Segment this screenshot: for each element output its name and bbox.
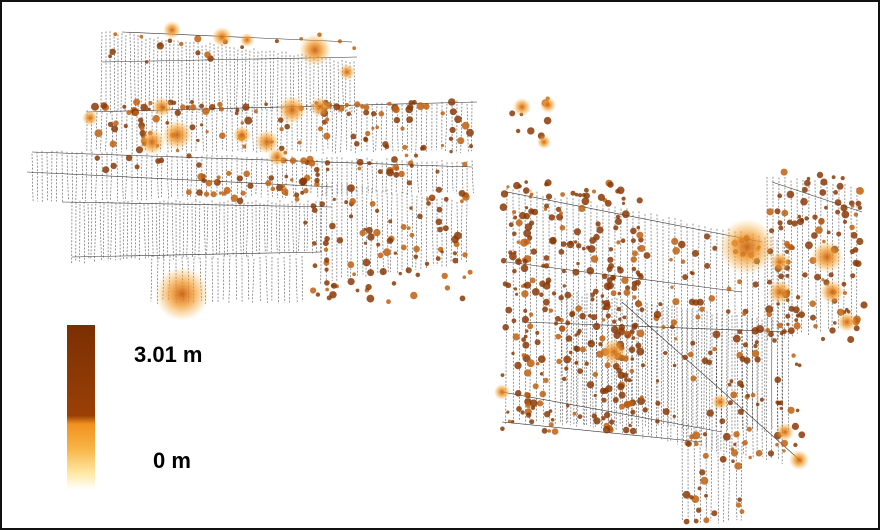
depth-legend-colorbar [67,325,95,490]
flood-nodes [91,32,868,525]
legend-min-label: 0 m [153,448,191,473]
east-pipe-network [501,176,863,524]
legend-max-label: 3.01 m [134,342,203,367]
west-pipe-network [26,31,478,304]
flood-hotspots [82,21,857,470]
